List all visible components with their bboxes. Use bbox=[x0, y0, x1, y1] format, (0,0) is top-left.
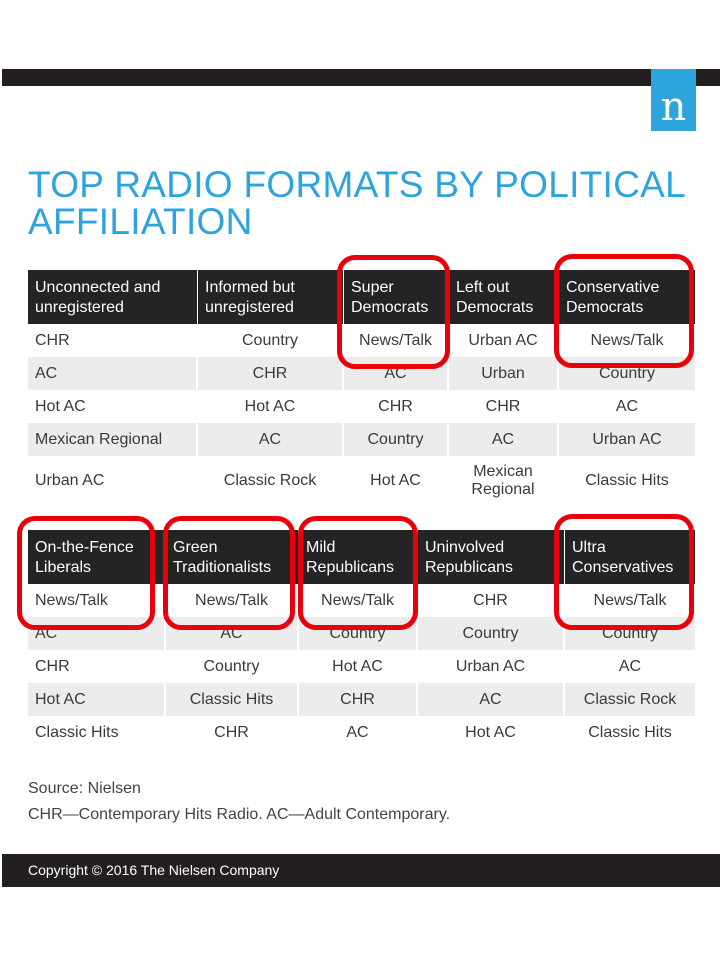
table-cell: Urban AC bbox=[418, 650, 565, 683]
table-cell: AC bbox=[198, 423, 344, 456]
column-header: Informed but unregistered bbox=[198, 270, 344, 324]
table-row: News/Talk News/Talk News/Talk CHR News/Talk bbox=[28, 584, 695, 617]
abbreviation-note: CHR—Contemporary Hits Radio. AC—Adult Co… bbox=[28, 806, 451, 823]
copyright-bar: Copyright © 2016 The Nielsen Company bbox=[2, 854, 720, 887]
table-cell: CHR bbox=[28, 650, 166, 683]
highlight-circle bbox=[554, 254, 694, 368]
column-header: Green Traditionalists bbox=[166, 530, 299, 584]
table-cell: CHR bbox=[299, 683, 418, 716]
column-header: Conservative Democrats bbox=[566, 279, 660, 316]
table-row: Hot AC Hot AC CHR CHR AC bbox=[28, 390, 695, 423]
table-row: AC CHR AC Urban Country bbox=[28, 357, 695, 390]
table-cell: News/Talk bbox=[593, 591, 667, 609]
table-cell: Country bbox=[166, 650, 299, 683]
table-cell: Country bbox=[418, 617, 565, 650]
table-cell: AC bbox=[449, 423, 559, 456]
highlight-circle bbox=[17, 516, 155, 630]
table-row: Classic Hits CHR AC Hot AC Classic Hits bbox=[28, 716, 695, 749]
table-row: Mexican Regional AC Country AC Urban AC bbox=[28, 423, 695, 456]
table-cell: AC bbox=[299, 716, 418, 749]
table-cell: Hot AC bbox=[198, 390, 344, 423]
table-cell: Urban AC bbox=[449, 324, 559, 357]
nielsen-logo: n bbox=[651, 69, 696, 131]
table-cell: AC bbox=[618, 657, 642, 675]
table-cell: CHR bbox=[344, 390, 449, 423]
table-cell: Classic Hits bbox=[166, 683, 299, 716]
page-title: TOP RADIO FORMATS BY POLITICAL AFFILIATI… bbox=[28, 164, 685, 242]
table-cell: Hot AC bbox=[28, 390, 198, 423]
table-cell: CHR bbox=[198, 357, 344, 390]
table-cell: Hot AC bbox=[28, 683, 166, 716]
table-row: AC AC Country Country Country bbox=[28, 617, 695, 650]
column-header: Left out Democrats bbox=[449, 270, 559, 324]
formats-table-republicans: On-the-Fence Liberals Green Traditionalis… bbox=[28, 530, 695, 749]
top-bar bbox=[2, 69, 720, 86]
table-row: Urban AC Classic Rock Hot AC Mexican Region… bbox=[28, 456, 695, 506]
highlight-circle bbox=[337, 255, 450, 369]
table-cell: Classic Rock bbox=[583, 690, 677, 708]
table-cell: Urban bbox=[449, 357, 559, 390]
table-cell: Classic Rock bbox=[198, 456, 344, 506]
column-header: Unconnected and unregistered bbox=[28, 270, 198, 324]
logo-letter: n bbox=[660, 84, 687, 130]
table-cell: Mexican Regional bbox=[449, 456, 559, 506]
column-header: On-the-Fence Liberals bbox=[28, 530, 166, 584]
table-cell: AC bbox=[615, 397, 639, 415]
table-cell: CHR bbox=[166, 716, 299, 749]
table-cell: Classic Hits bbox=[585, 472, 669, 489]
table-cell: Hot AC bbox=[299, 650, 418, 683]
table-cell: Urban AC bbox=[592, 430, 662, 448]
table-cell: Country bbox=[198, 324, 344, 357]
table-cell: Urban AC bbox=[28, 456, 198, 506]
table-cell: Mexican Regional bbox=[28, 423, 198, 456]
copyright-text: Copyright © 2016 The Nielsen Company bbox=[28, 862, 280, 878]
formats-table-democrats: Unconnected and unregistered Informed but… bbox=[28, 270, 695, 506]
table-cell: Hot AC bbox=[418, 716, 565, 749]
table-header: On-the-Fence Liberals Green Traditionalis… bbox=[28, 530, 695, 584]
highlight-circle bbox=[298, 516, 418, 630]
table-header: Unconnected and unregistered Informed but… bbox=[28, 270, 695, 324]
table-row: Hot AC Classic Hits CHR AC Classic Rock bbox=[28, 683, 695, 716]
table-cell: Hot AC bbox=[344, 456, 449, 506]
table-cell: AC bbox=[418, 683, 565, 716]
column-header: Ultra Conservatives bbox=[572, 539, 674, 576]
table-cell: Country bbox=[344, 423, 449, 456]
source-text: Source: Nielsen bbox=[28, 780, 141, 797]
table-cell: CHR bbox=[449, 390, 559, 423]
table-cell: Country bbox=[598, 364, 656, 382]
column-header: Uninvolved Republicans bbox=[418, 530, 565, 584]
table-cell: News/Talk bbox=[590, 331, 664, 349]
table-cell: CHR bbox=[28, 324, 198, 357]
table-cell: CHR bbox=[418, 584, 565, 617]
table-cell: AC bbox=[28, 357, 198, 390]
table-cell: Classic Hits bbox=[588, 723, 672, 741]
table-row: CHR Country Hot AC Urban AC AC bbox=[28, 650, 695, 683]
highlight-circle bbox=[554, 514, 694, 630]
highlight-circle bbox=[163, 516, 295, 630]
table-cell: Classic Hits bbox=[28, 716, 166, 749]
